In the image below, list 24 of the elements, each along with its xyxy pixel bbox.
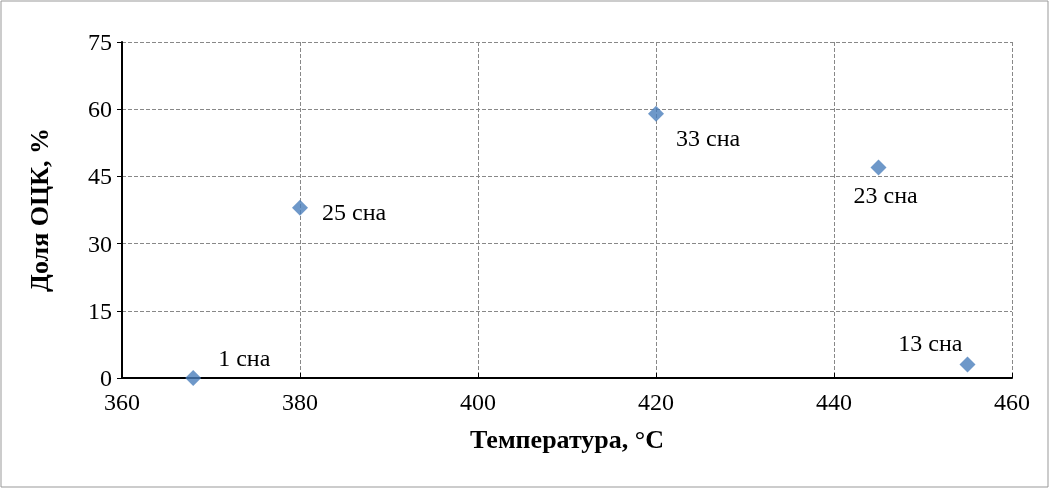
point [648,105,664,122]
point [292,199,308,216]
annotation: 13 сна [898,329,963,356]
y-tick-label: 0 [100,365,112,391]
point [870,159,887,176]
y-tick-label: 75 [88,29,112,55]
point [959,356,976,373]
x-tick-label: 380 [282,389,318,415]
annotation: 25 сна [322,198,387,225]
y-tick-label: 30 [88,230,112,257]
y-tick-label: 15 [88,297,112,324]
annotation: 1 сна [218,345,271,371]
point [185,370,202,386]
y-tick-label: 60 [88,96,112,123]
x-tick-label: 440 [816,389,852,415]
annotation: 33 сна [676,124,741,151]
y-tick-label: 45 [88,163,112,190]
x-tick-label: 360 [104,389,140,415]
annotation: 23 сна [853,182,918,209]
x-tick-label: 400 [460,389,496,415]
y-axis-title: Доля ОЦК, % [24,128,54,292]
x-tick-label: 460 [994,389,1030,415]
x-axis-title: Температура, °C [470,424,664,454]
x-tick-label: 420 [638,389,674,415]
